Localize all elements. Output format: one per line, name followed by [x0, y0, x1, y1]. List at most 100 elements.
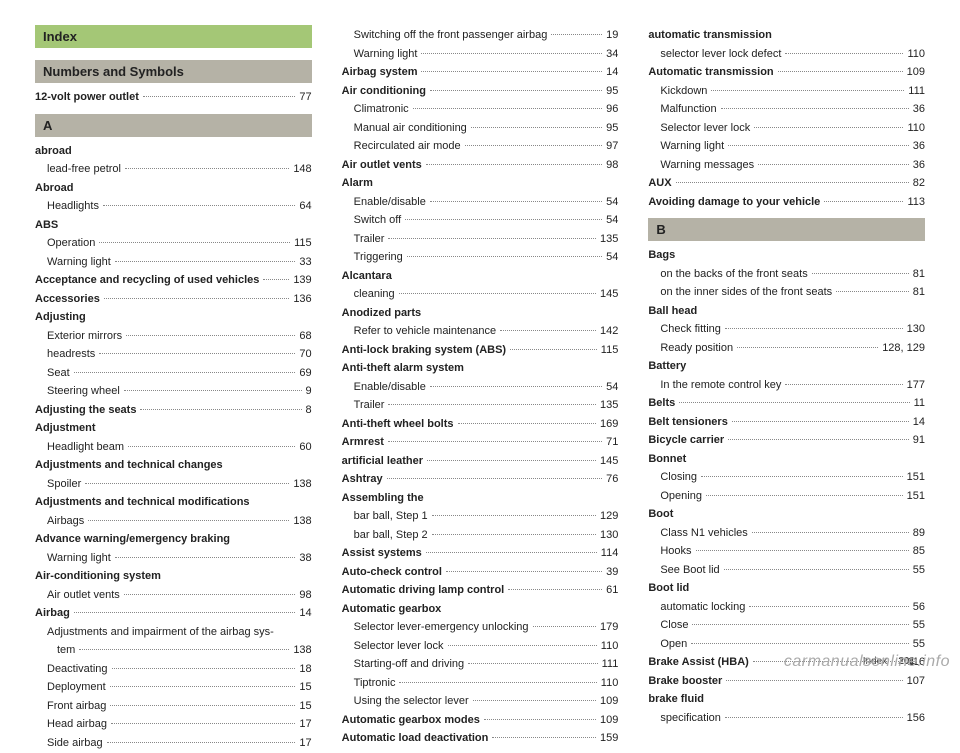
entry-label: tem [47, 642, 75, 659]
entry-page: 110 [907, 120, 925, 137]
section-header-index-title: Index [35, 25, 312, 48]
leader-dots [737, 347, 878, 348]
leader-dots [388, 404, 596, 405]
index-entry: Automatic driving lamp control61 [342, 582, 619, 599]
index-subentry: Recirculated air mode97 [342, 138, 619, 155]
entry-page: 97 [606, 138, 618, 155]
leader-dots [399, 293, 596, 294]
entry-label: artificial leather [342, 453, 423, 470]
entry-label: Switch off [354, 212, 402, 229]
leader-dots [785, 53, 903, 54]
entry-label: Steering wheel [47, 383, 120, 400]
index-entry: Bonnet [648, 451, 925, 468]
entry-page: 169 [600, 416, 618, 433]
entry-label: Seat [47, 365, 70, 382]
index-entry: Advance warning/emergency braking [35, 531, 312, 548]
leader-dots [99, 353, 295, 354]
index-subentry: specification156 [648, 710, 925, 727]
index-subentry: Spoiler138 [35, 476, 312, 493]
index-entry: Anti-theft alarm system [342, 360, 619, 377]
entry-label: Anti-theft wheel bolts [342, 416, 454, 433]
entry-label: lead-free petrol [47, 161, 121, 178]
leader-dots [754, 127, 903, 128]
index-subentry: Starting-off and driving111 [342, 656, 619, 673]
entry-label: Closing [660, 469, 697, 486]
entry-label: Advance warning/emergency braking [35, 531, 230, 548]
index-subentry: Exterior mirrors68 [35, 328, 312, 345]
entry-page: 85 [913, 543, 925, 560]
entry-page: 139 [293, 272, 311, 289]
entry-page: 38 [299, 550, 311, 567]
entry-label: Boot lid [648, 580, 689, 597]
leader-dots [696, 550, 909, 551]
index-entry: artificial leather145 [342, 453, 619, 470]
entry-page: 115 [294, 235, 312, 252]
index-columns: IndexNumbers and Symbols12-volt power ou… [35, 25, 925, 753]
leader-dots [426, 552, 597, 553]
entry-page: 128, 129 [882, 340, 925, 357]
index-subentry: Selector lever lock110 [342, 638, 619, 655]
leader-dots [115, 261, 296, 262]
entry-page: 17 [299, 716, 311, 733]
leader-dots [115, 557, 296, 558]
section-header-numsym: Numbers and Symbols [35, 60, 312, 83]
entry-label: Assist systems [342, 545, 422, 562]
index-subentry: Using the selector lever109 [342, 693, 619, 710]
entry-label: Adjustments and technical changes [35, 457, 223, 474]
leader-dots [711, 90, 904, 91]
entry-label: Air-conditioning system [35, 568, 161, 585]
leader-dots [446, 571, 602, 572]
entry-page: 17 [299, 735, 311, 752]
entry-label: Airbag [35, 605, 70, 622]
index-subentry: Close55 [648, 617, 925, 634]
leader-dots [430, 386, 602, 387]
entry-page: 36 [913, 138, 925, 155]
index-subentry: Class N1 vehicles89 [648, 525, 925, 542]
leader-dots [692, 624, 908, 625]
entry-page: 68 [299, 328, 311, 345]
entry-label: Trailer [354, 231, 385, 248]
index-subentry: Switching off the front passenger airbag… [342, 27, 619, 44]
index-entry: Alcantara [342, 268, 619, 285]
entry-label: Anti-lock braking system (ABS) [342, 342, 506, 359]
index-entry: Air outlet vents98 [342, 157, 619, 174]
entry-label: Brake booster [648, 673, 722, 690]
index-subentry: Side airbag17 [35, 735, 312, 752]
entry-page: 156 [907, 710, 925, 727]
index-entry: Abroad [35, 180, 312, 197]
entry-label: Enable/disable [354, 194, 426, 211]
index-subentry: cleaning145 [342, 286, 619, 303]
entry-label: abroad [35, 143, 72, 160]
index-entry: Alarm [342, 175, 619, 192]
leader-dots [468, 663, 597, 664]
entry-label: Bonnet [648, 451, 686, 468]
leader-dots [725, 717, 903, 718]
index-entry: abroad [35, 143, 312, 160]
watermark: carmanualsonline.info [784, 653, 950, 671]
leader-dots [749, 606, 908, 607]
index-entry: Accessories136 [35, 291, 312, 308]
entry-page: 98 [606, 157, 618, 174]
entry-label: Bicycle carrier [648, 432, 724, 449]
entry-page: 77 [299, 89, 311, 106]
index-subentry: Warning light38 [35, 550, 312, 567]
index-entry: Battery [648, 358, 925, 375]
index-subentry: Adjustments and impairment of the airbag… [35, 624, 312, 641]
entry-page: 111 [602, 656, 619, 673]
leader-dots [728, 145, 909, 146]
section-header-B: B [648, 218, 925, 241]
leader-dots [778, 71, 903, 72]
entry-page: 81 [913, 266, 925, 283]
index-subentry: Switch off54 [342, 212, 619, 229]
index-col-1: IndexNumbers and Symbols12-volt power ou… [35, 25, 312, 753]
entry-label: Operation [47, 235, 95, 252]
index-entry: Boot lid [648, 580, 925, 597]
entry-label: Belts [648, 395, 675, 412]
entry-label: AUX [648, 175, 671, 192]
index-subentry: on the inner sides of the front seats81 [648, 284, 925, 301]
leader-dots [836, 291, 909, 292]
leader-dots [473, 700, 596, 701]
entry-page: 36 [913, 101, 925, 118]
leader-dots [125, 168, 289, 169]
leader-dots [263, 279, 289, 280]
